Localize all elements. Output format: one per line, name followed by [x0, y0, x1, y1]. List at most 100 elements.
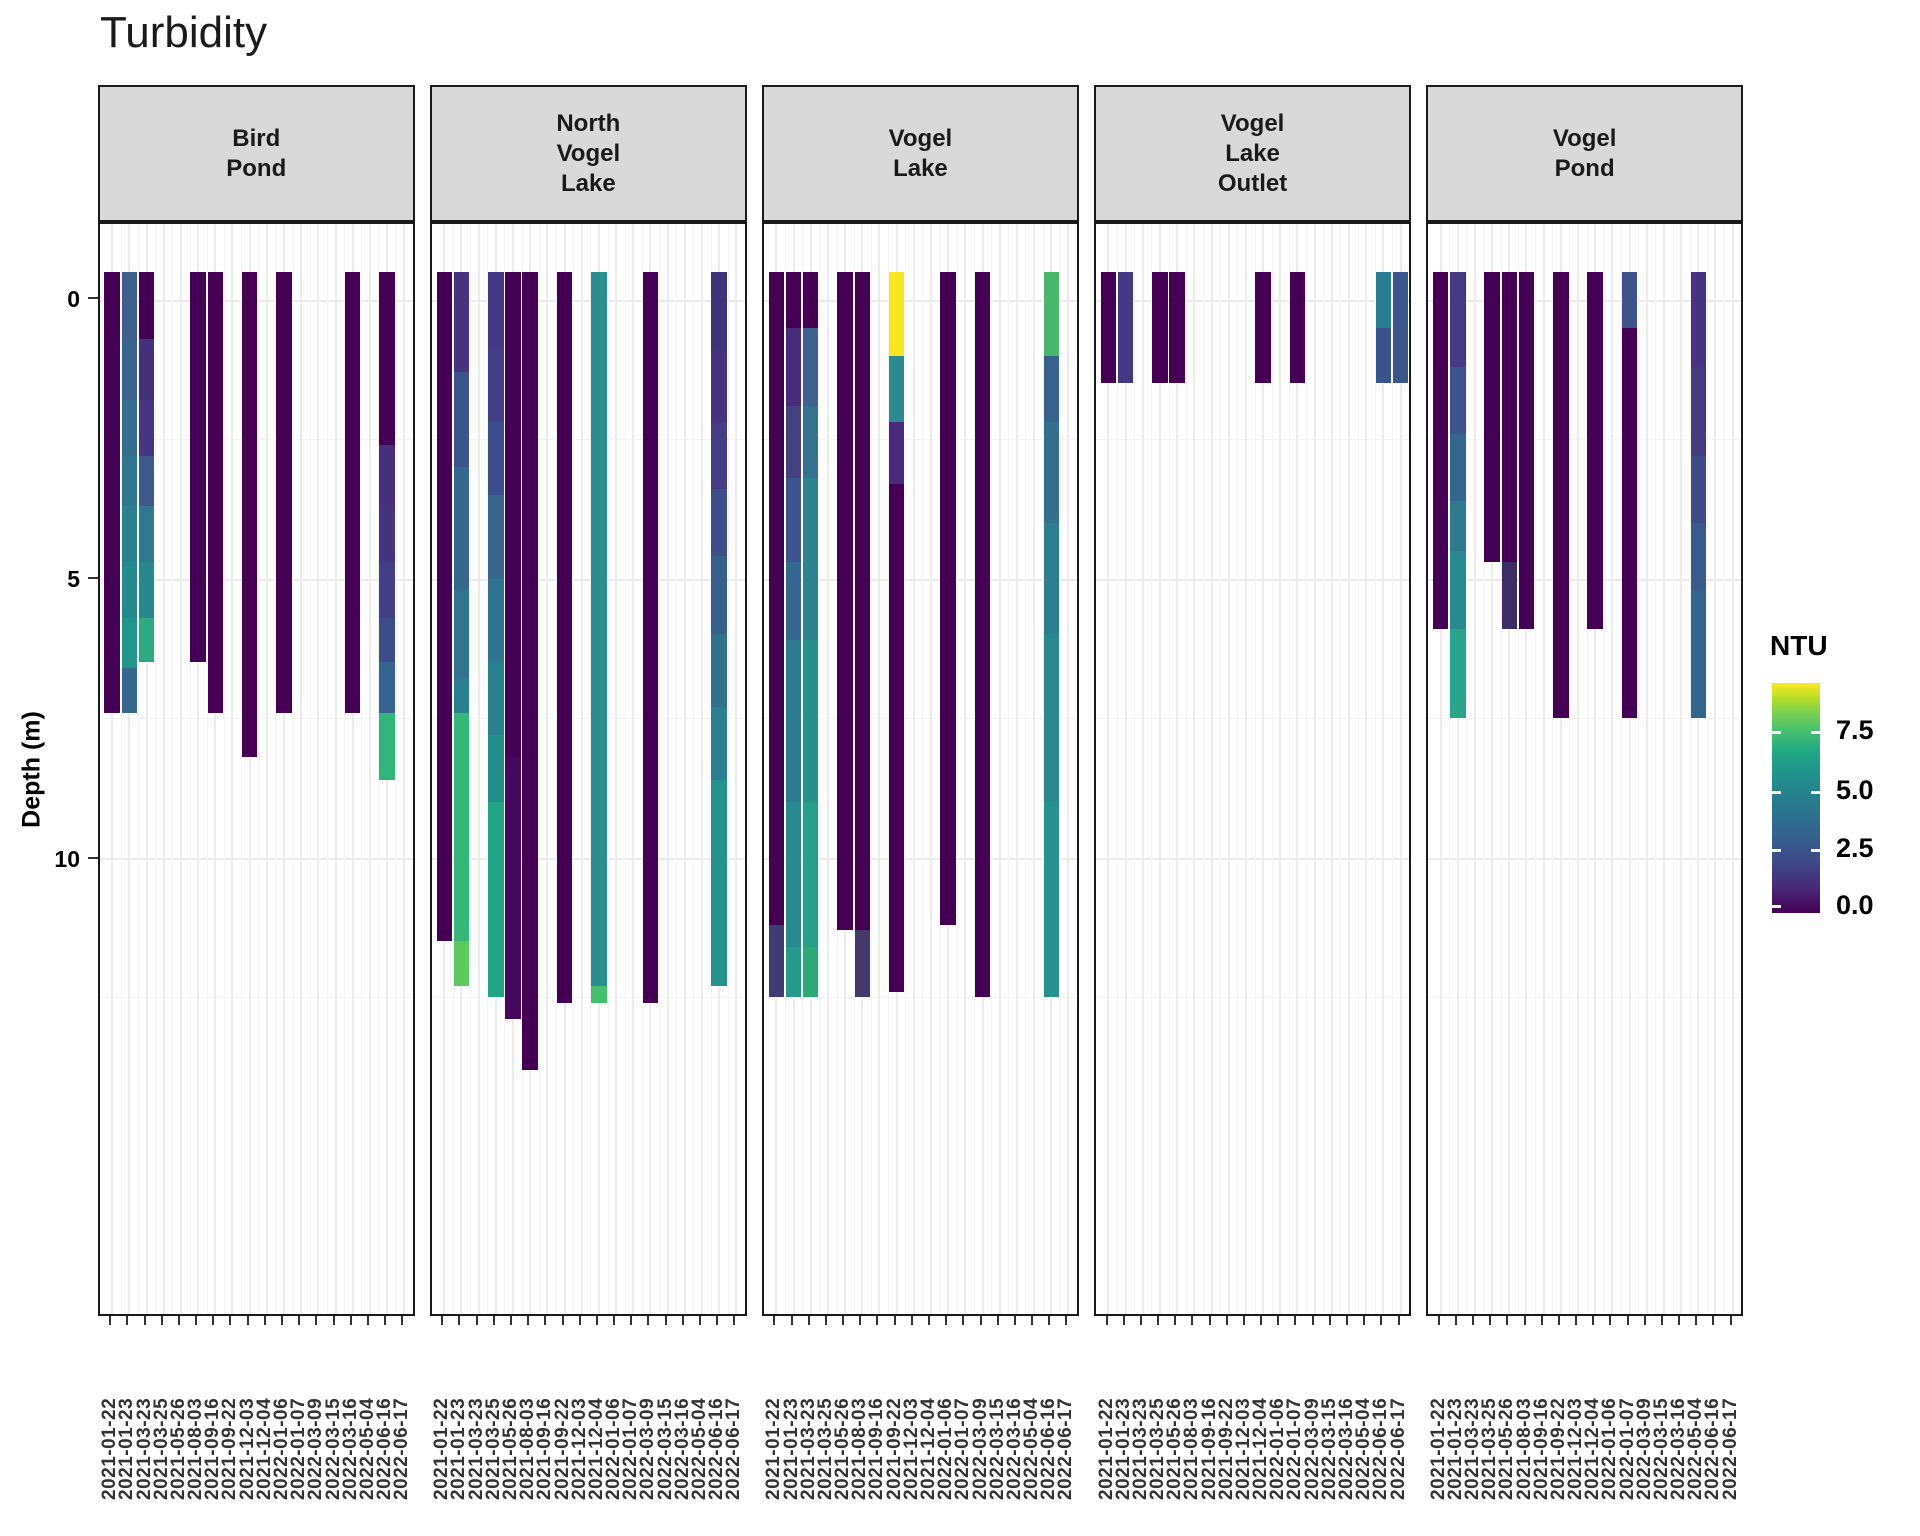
- turbidity-segment: [138, 271, 155, 339]
- facet-strip-label: Lake: [560, 169, 616, 197]
- gridline-column-minor: [223, 224, 225, 1314]
- gridline-column: [1210, 224, 1213, 1314]
- gridline-column-minor: [727, 224, 729, 1314]
- turbidity-segment: [453, 589, 470, 680]
- turbidity-segment: [1255, 271, 1271, 384]
- turbidity-segment: [505, 757, 521, 1020]
- turbidity-segment: [888, 355, 905, 423]
- turbidity-segment: [1100, 271, 1117, 384]
- turbidity-segment: [1450, 500, 1466, 551]
- x-tick: [458, 1316, 461, 1325]
- x-tick: [1242, 1316, 1245, 1325]
- gridline-column: [912, 224, 915, 1314]
- turbidity-segment: [138, 338, 155, 401]
- x-tick: [177, 1316, 180, 1325]
- gridline-column-minor: [487, 224, 489, 1314]
- facet-strip-north-vogel-lake: North Vogel Lake: [430, 85, 747, 222]
- turbidity-segment: [1450, 628, 1466, 719]
- x-tick: [1013, 1316, 1016, 1325]
- legend-tick: [1772, 905, 1781, 908]
- x-tick: [229, 1316, 232, 1325]
- gridline-column-minor: [1077, 224, 1078, 1314]
- turbidity-segment: [888, 483, 905, 992]
- turbidity-segment: [1375, 271, 1392, 328]
- turbidity-segment: [768, 924, 785, 998]
- turbidity-segment: [1169, 271, 1185, 384]
- x-tick: [1346, 1316, 1349, 1325]
- gridline-column: [1015, 224, 1018, 1314]
- gridline-column-minor: [504, 224, 506, 1314]
- turbidity-segment: [785, 640, 802, 802]
- facet-strip-label: Pond: [1554, 154, 1615, 182]
- gridline-column: [1594, 224, 1597, 1314]
- x-tick: [1031, 1316, 1034, 1325]
- gridline-column-minor: [1323, 224, 1325, 1314]
- turbidity-segment: [711, 489, 727, 557]
- turbidity-segment: [1450, 433, 1466, 501]
- turbidity-segment: [1690, 522, 1707, 590]
- gridline-column-minor: [1168, 224, 1170, 1314]
- gridline-column-minor: [275, 224, 277, 1314]
- x-tick: [441, 1316, 444, 1325]
- gridline-column-minor: [538, 224, 540, 1314]
- x-tick: [595, 1316, 598, 1325]
- turbidity-segment: [241, 271, 258, 758]
- turbidity-segment: [1450, 271, 1466, 367]
- x-tick: [578, 1316, 581, 1325]
- turbidity-segment: [207, 271, 224, 713]
- gridline-column-minor: [745, 224, 746, 1314]
- gridline-column-minor: [1638, 224, 1640, 1314]
- gridline-column-minor: [1569, 224, 1571, 1314]
- turbidity-segment: [379, 662, 395, 713]
- facet-strip-vogel-pond: Vogel Pond: [1426, 85, 1743, 222]
- gridline-column: [1473, 224, 1476, 1314]
- y-tick-label-5: 5: [67, 566, 80, 592]
- turbidity-segment: [785, 271, 802, 328]
- gridline-column-minor: [452, 224, 454, 1314]
- legend-label-0-0: 0.0: [1836, 890, 1874, 920]
- gridline-column-minor: [1689, 224, 1691, 1314]
- turbidity-segment: [1375, 327, 1392, 384]
- gridline-column: [197, 224, 200, 1314]
- gridline-column: [1279, 224, 1282, 1314]
- turbidity-segment: [453, 941, 470, 986]
- x-tick: [195, 1316, 198, 1325]
- gridline-column: [403, 224, 406, 1314]
- turbidity-segment: [768, 271, 785, 925]
- gridline-column: [1244, 224, 1247, 1314]
- gridline-column-minor: [1254, 224, 1256, 1314]
- gridline-major: [100, 857, 413, 860]
- gridline-column-minor: [1672, 224, 1674, 1314]
- gridline-column-minor: [784, 224, 786, 1314]
- x-tick: [1157, 1316, 1160, 1325]
- legend-tick: [1772, 791, 1781, 794]
- turbidity-segment: [121, 506, 138, 562]
- turbidity-segment: [1501, 271, 1518, 562]
- turbidity-segment: [854, 271, 871, 931]
- gridline-column-minor: [326, 224, 328, 1314]
- gridline-column: [700, 224, 703, 1314]
- turbidity-segment: [138, 455, 155, 507]
- gridline-minor: [432, 997, 745, 999]
- gridline-column: [317, 224, 320, 1314]
- turbidity-segment: [1043, 634, 1060, 802]
- gridline-column: [1313, 224, 1316, 1314]
- turbidity-segment: [1690, 366, 1707, 456]
- gridline-column: [1262, 224, 1265, 1314]
- x-tick: [1260, 1316, 1263, 1325]
- x-tick: [824, 1316, 827, 1325]
- gridline-column-minor: [590, 224, 592, 1314]
- gridline-column-minor: [905, 224, 907, 1314]
- gridline-column-minor: [956, 224, 958, 1314]
- legend-title: NTU: [1770, 630, 1828, 661]
- turbidity-segment: [121, 617, 138, 668]
- turbidity-segment: [121, 561, 138, 618]
- turbidity-segment: [453, 372, 470, 468]
- gridline-column: [1611, 224, 1614, 1314]
- turbidity-segment: [711, 779, 727, 986]
- gridline-minor: [1428, 439, 1741, 441]
- gridline-column-minor: [802, 224, 804, 1314]
- gridline-column-minor: [1202, 224, 1204, 1314]
- gridline-column-minor: [1466, 224, 1468, 1314]
- facet-strip-label: Vogel: [888, 124, 953, 152]
